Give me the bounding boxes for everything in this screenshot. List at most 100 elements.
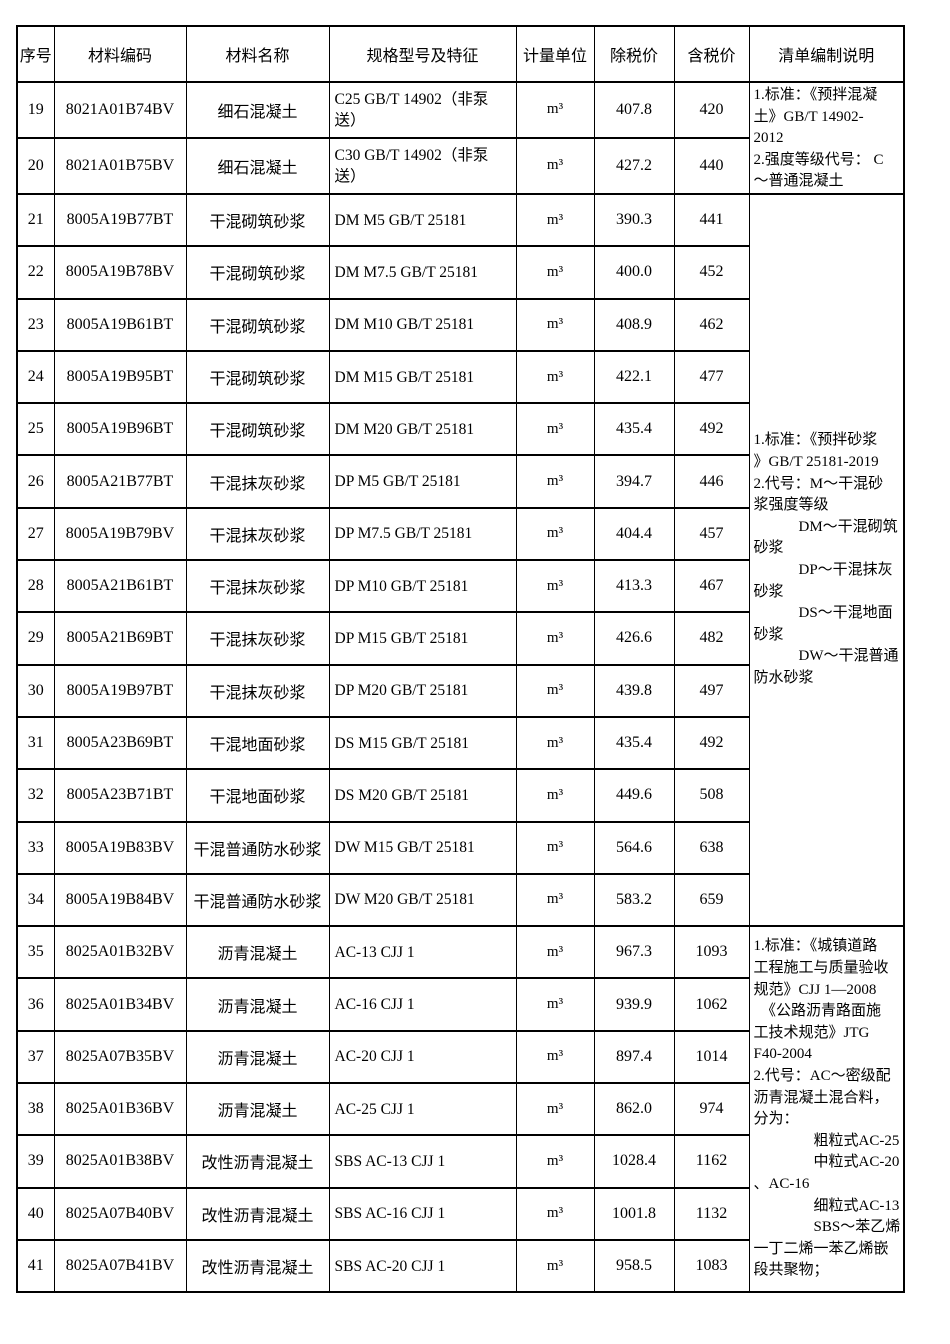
unit-value: m³ <box>515 192 595 248</box>
price-excl-tax: 400.0 <box>593 245 675 300</box>
material-code: 8021A01B74BV <box>53 81 187 139</box>
row-serial: 23 <box>16 297 55 352</box>
material-code: 8021A01B75BV <box>53 136 187 195</box>
table-row: 21 8005A19B77BT 干混砌筑砂浆 DM M5 GB/T 25181 m³ 39… <box>16 192 905 928</box>
table-row: 28 8005A21B61BT 干混抹灰砂浆 DP M10 GB/T 25181 m³ 4… <box>16 559 904 614</box>
unit-value: m³ <box>515 977 595 1032</box>
material-name: 干混砌筑砂浆 <box>185 245 330 300</box>
unit-value: m³ <box>515 872 595 928</box>
notes-cell: 1.标准：《预拌混凝 土》GB/T 14902- 2012 2.强度等级代号： … <box>748 81 905 195</box>
row-serial: 40 <box>16 1186 55 1241</box>
price-excl-tax: 404.4 <box>593 506 675 562</box>
material-name: 沥青混凝土 <box>185 925 330 980</box>
price-excl-tax: 862.0 <box>593 1082 675 1137</box>
price-excl-tax: 427.2 <box>593 136 675 195</box>
row-serial: 29 <box>16 611 55 666</box>
material-name: 干混抹灰砂浆 <box>185 454 330 509</box>
table-row: 22 8005A19B78BV 干混砌筑砂浆 DM M7.5 GB/T 25181 m³… <box>16 245 904 300</box>
price-incl-tax: 440 <box>673 136 750 195</box>
row-serial: 25 <box>16 402 55 457</box>
notes-cell: 1.标准：《预拌砂浆 》GB/T 25181-2019 2.代号：M～干混砂 浆… <box>748 192 905 928</box>
row-serial: 31 <box>16 715 55 771</box>
price-incl-tax: 441 <box>673 192 750 248</box>
material-code: 8005A19B77BT <box>53 192 187 248</box>
price-excl-tax: 958.5 <box>593 1238 675 1294</box>
price-excl-tax: 583.2 <box>593 872 675 928</box>
material-code: 8025A01B38BV <box>53 1134 187 1189</box>
spec-text: C25 GB/T 14902（非泵送） <box>328 81 517 139</box>
row-serial: 24 <box>16 349 55 405</box>
price-incl-tax: 1093 <box>673 925 750 980</box>
material-code: 8005A19B97BT <box>53 663 187 718</box>
material-name: 干混抹灰砂浆 <box>185 506 330 562</box>
table-row: 29 8005A21B69BT 干混抹灰砂浆 DP M15 GB/T 25181 m³ 4… <box>16 611 904 666</box>
price-incl-tax: 452 <box>673 245 750 300</box>
spec-text: C30 GB/T 14902（非泵送） <box>328 136 517 195</box>
price-excl-tax: 435.4 <box>593 715 675 771</box>
material-name: 干混砌筑砂浆 <box>185 297 330 352</box>
spec-text: AC-20 CJJ 1 <box>328 1029 517 1085</box>
table-row: 39 8025A01B38BV 改性沥青混凝土 SBS AC-13 CJJ 1 m³ 10… <box>16 1134 904 1189</box>
table-row: 36 8025A01B34BV 沥青混凝土 AC-16 CJJ 1 m³ 939.9 106… <box>16 977 904 1032</box>
spec-text: DM M7.5 GB/T 25181 <box>328 245 517 300</box>
spec-text: DM M5 GB/T 25181 <box>328 192 517 248</box>
spec-text: AC-13 CJJ 1 <box>328 925 517 980</box>
price-incl-tax: 1062 <box>673 977 750 1032</box>
table-row: 25 8005A19B96BT 干混砌筑砂浆 DM M20 GB/T 25181 m³ 4… <box>16 402 904 457</box>
price-excl-tax: 408.9 <box>593 297 675 352</box>
material-name: 干混普通防水砂浆 <box>185 872 330 928</box>
table-row: 31 8005A23B69BT 干混地面砂浆 DS M15 GB/T 25181 m³ 4… <box>16 715 904 771</box>
unit-value: m³ <box>515 925 595 980</box>
material-name: 改性沥青混凝土 <box>185 1186 330 1241</box>
spec-text: DS M20 GB/T 25181 <box>328 768 517 823</box>
price-excl-tax: 394.7 <box>593 454 675 509</box>
table-header: 序号 材料编码 材料名称 规格型号及特征 计量单位 除税价 含税价 清单编制说明 <box>16 25 905 83</box>
table-row: 34 8005A19B84BV 干混普通防水砂浆 DW M20 GB/T 25181 m… <box>16 872 904 928</box>
price-incl-tax: 638 <box>673 820 750 875</box>
price-excl-tax: 564.6 <box>593 820 675 875</box>
spec-text: AC-25 CJJ 1 <box>328 1082 517 1137</box>
row-serial: 27 <box>16 506 55 562</box>
unit-value: m³ <box>515 559 595 614</box>
unit-value: m³ <box>515 297 595 352</box>
material-code: 8005A19B79BV <box>53 506 187 562</box>
spec-text: SBS AC-16 CJJ 1 <box>328 1186 517 1241</box>
material-name: 细石混凝土 <box>185 81 330 139</box>
material-code: 8005A19B78BV <box>53 245 187 300</box>
col-header-name: 材料名称 <box>185 25 330 83</box>
material-name: 干混砌筑砂浆 <box>185 402 330 457</box>
price-incl-tax: 467 <box>673 559 750 614</box>
price-incl-tax: 446 <box>673 454 750 509</box>
material-name: 干混普通防水砂浆 <box>185 820 330 875</box>
spec-text: DW M15 GB/T 25181 <box>328 820 517 875</box>
material-code: 8005A19B96BT <box>53 402 187 457</box>
price-excl-tax: 449.6 <box>593 768 675 823</box>
notes-cell: 1.标准：《城镇道路 工程施工与质量验收 规范》CJJ 1—2008 《公路沥青… <box>748 925 905 1294</box>
material-code: 8005A21B77BT <box>53 454 187 509</box>
material-code: 8005A21B69BT <box>53 611 187 666</box>
row-serial: 30 <box>16 663 55 718</box>
spec-text: DW M20 GB/T 25181 <box>328 872 517 928</box>
row-serial: 36 <box>16 977 55 1032</box>
price-incl-tax: 1014 <box>673 1029 750 1085</box>
price-incl-tax: 508 <box>673 768 750 823</box>
row-serial: 19 <box>16 81 55 139</box>
material-code: 8025A01B34BV <box>53 977 187 1032</box>
material-name: 干混抹灰砂浆 <box>185 559 330 614</box>
price-excl-tax: 1001.8 <box>593 1186 675 1241</box>
table-row: 24 8005A19B95BT 干混砌筑砂浆 DM M15 GB/T 25181 m³ 4… <box>16 349 904 405</box>
unit-value: m³ <box>515 1029 595 1085</box>
price-incl-tax: 974 <box>673 1082 750 1137</box>
unit-value: m³ <box>515 611 595 666</box>
material-code: 8005A19B83BV <box>53 820 187 875</box>
spec-text: DM M15 GB/T 25181 <box>328 349 517 405</box>
material-name: 干混地面砂浆 <box>185 715 330 771</box>
row-serial: 28 <box>16 559 55 614</box>
col-header-price-incl: 含税价 <box>673 25 750 83</box>
row-serial: 35 <box>16 925 55 980</box>
table-row: 40 8025A07B40BV 改性沥青混凝土 SBS AC-16 CJJ 1 m³ 10… <box>16 1186 904 1241</box>
material-name: 沥青混凝土 <box>185 977 330 1032</box>
unit-value: m³ <box>515 349 595 405</box>
table-row: 38 8025A01B36BV 沥青混凝土 AC-25 CJJ 1 m³ 862.0 974 <box>16 1082 904 1137</box>
row-serial: 22 <box>16 245 55 300</box>
